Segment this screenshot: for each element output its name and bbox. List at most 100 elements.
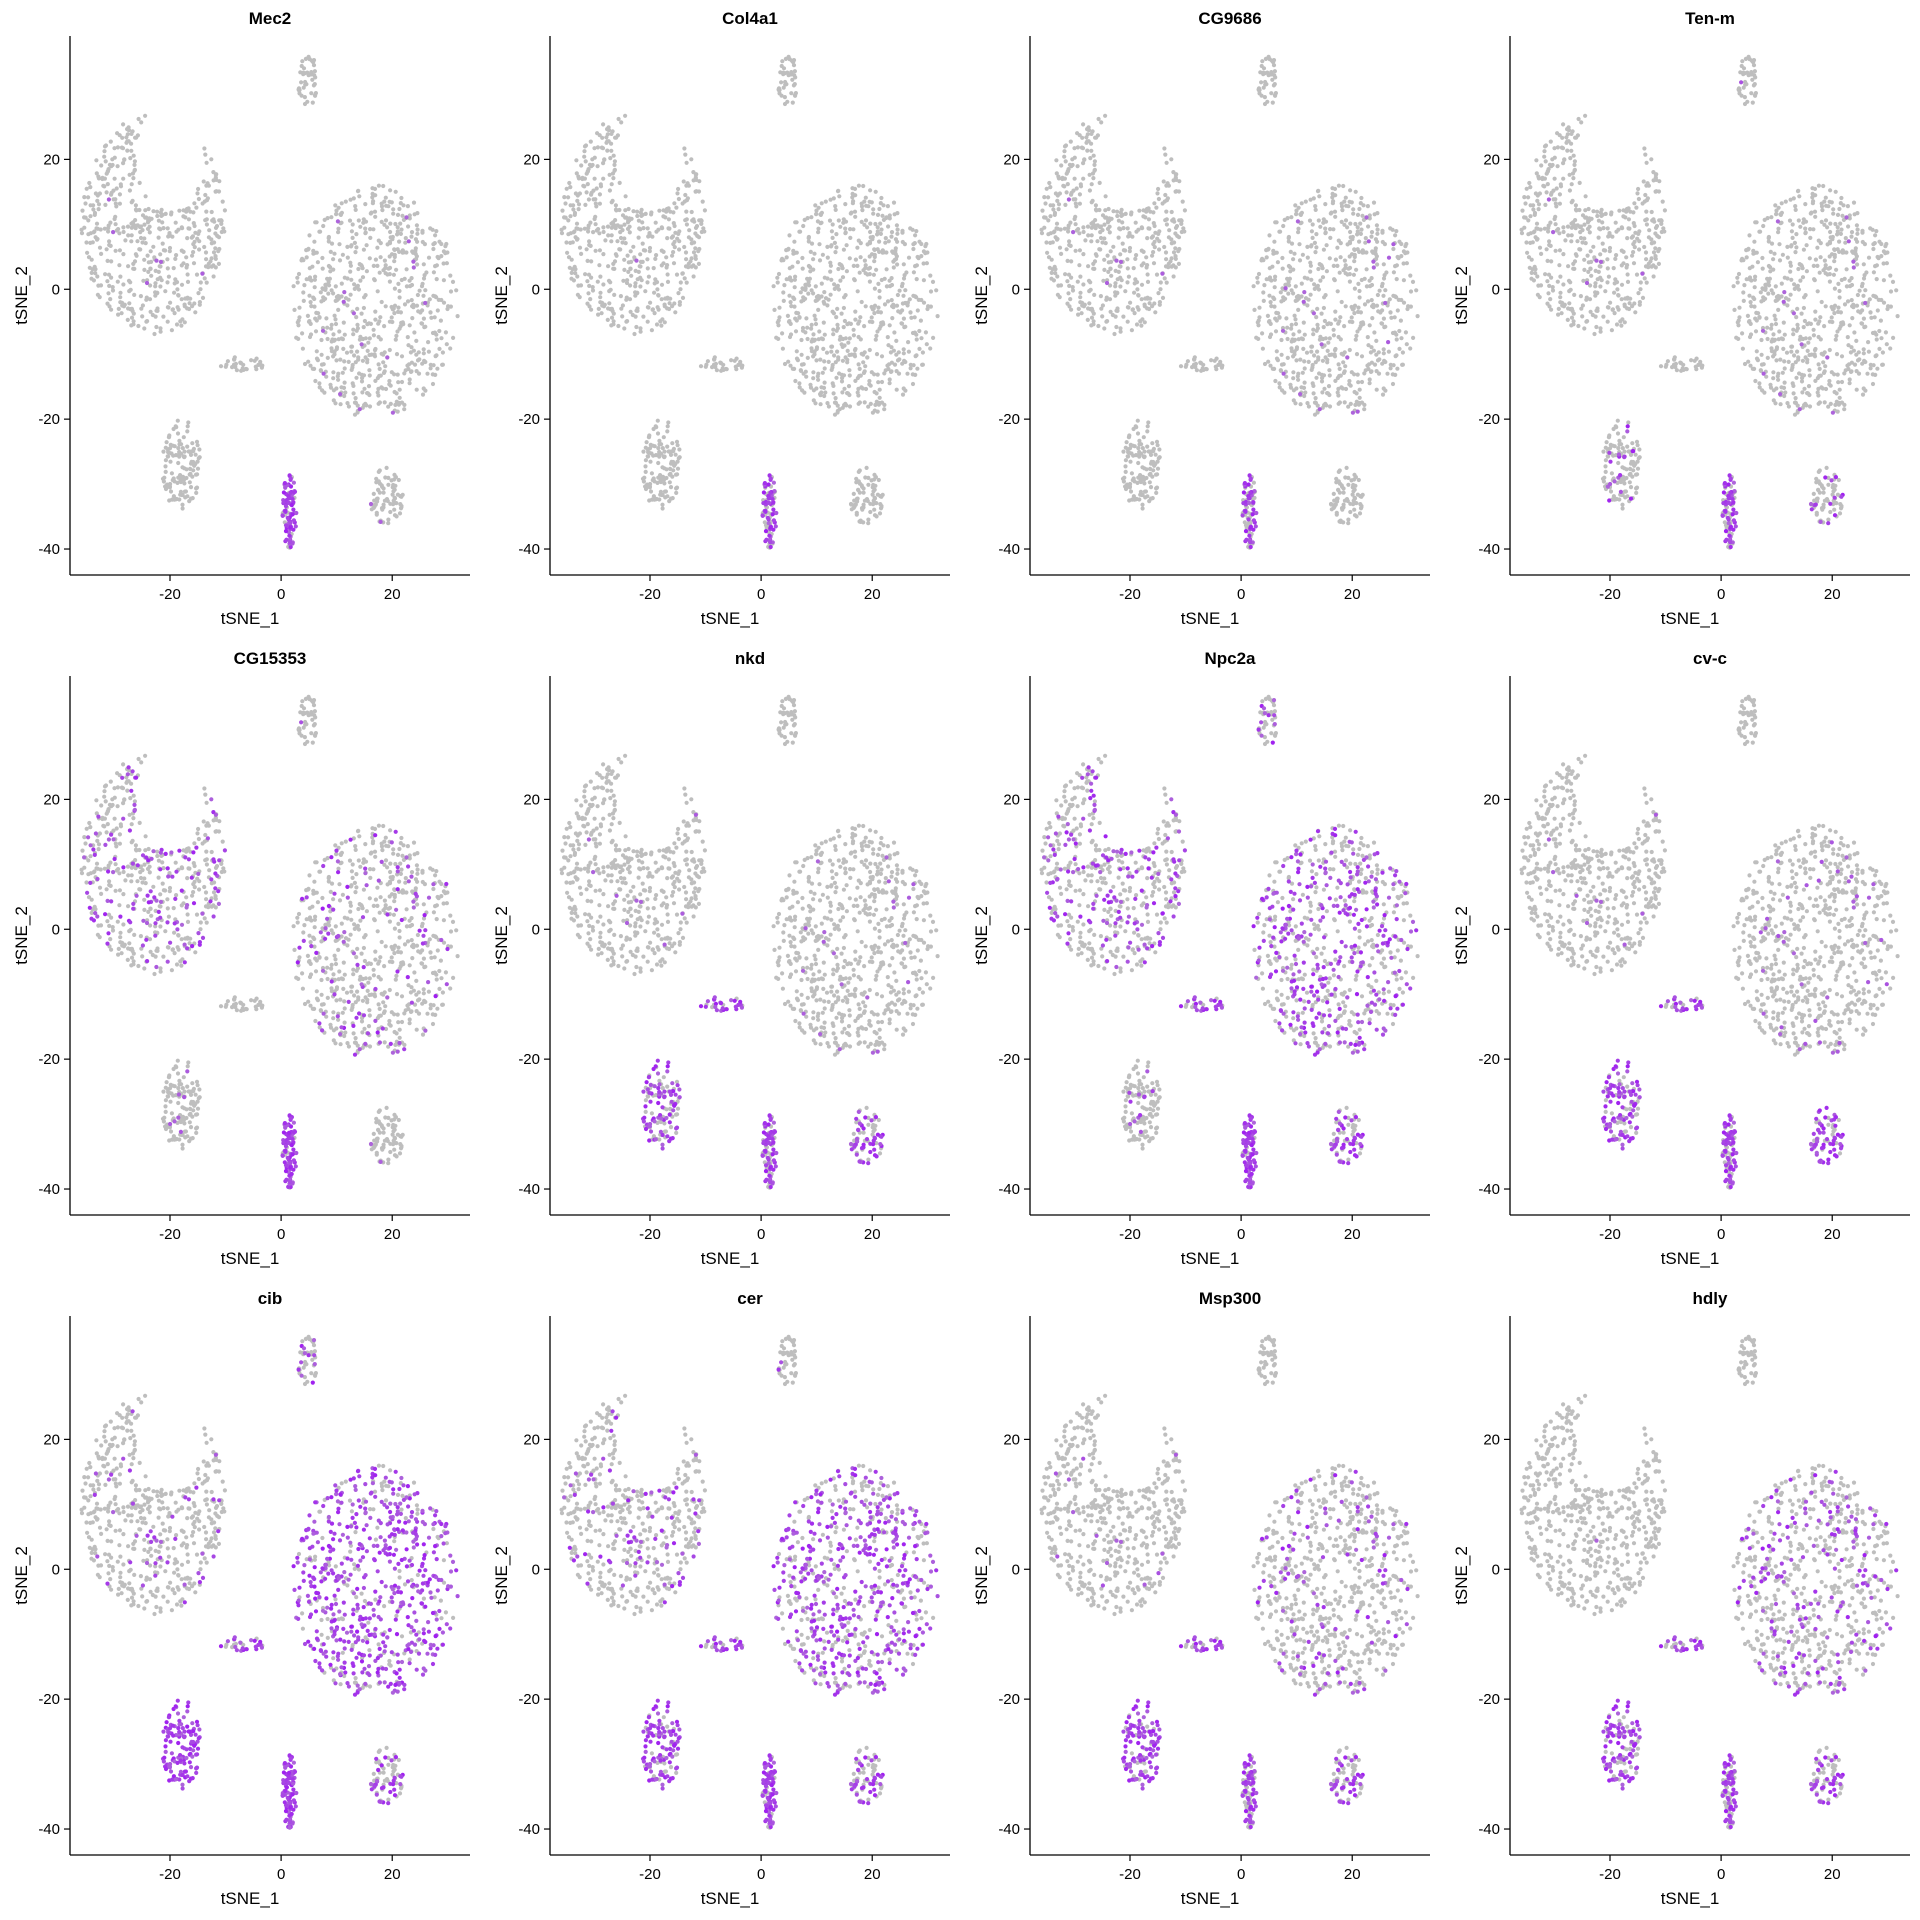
cell-point [924,342,929,347]
cell-point [1278,229,1283,234]
cell-point [230,365,235,370]
cell-point [854,476,859,481]
cell-point [623,113,628,118]
cell-point [671,250,676,255]
cell-point [351,196,356,201]
cell-point-expressing [359,342,364,347]
cell-point [853,257,858,262]
cell-point [787,293,792,298]
cell-point [817,258,823,263]
cell-point [1403,330,1408,335]
cell-point [1326,340,1331,345]
cell-point [1091,266,1096,271]
cell-point [1077,201,1082,206]
cell-point [667,449,672,454]
cell-point [701,226,706,231]
cell-point [784,255,789,260]
cell-point [1055,236,1060,242]
cell-point [841,373,847,378]
cell-point [115,145,120,150]
cell-point [440,362,445,367]
cell-point [676,456,681,461]
cell-point [912,315,917,320]
cell-point [893,251,898,256]
cell-point [1341,183,1346,189]
cell-point [1352,259,1357,264]
cell-point [1174,177,1179,182]
cell-point [1369,234,1374,239]
cell-point [411,200,417,205]
cell-point [577,245,583,250]
cell-point [659,248,664,253]
cell-point [786,73,791,78]
cell-point [1081,161,1086,166]
cell-point [1095,239,1100,244]
cell-point [98,283,104,288]
cell-point [197,447,202,452]
cell-point [1343,364,1348,369]
cell-point [354,315,359,320]
cell-point [1169,241,1174,246]
cell-point [185,236,190,241]
cell-point [1336,183,1341,188]
cell-point [360,275,366,280]
cell-point [387,279,392,284]
cell-point [1255,280,1260,285]
cell-point-expressing [1251,518,1256,523]
cell-point-expressing [771,518,776,523]
cell-point [600,300,605,305]
cell-point [1313,396,1318,401]
cell-point [303,79,308,85]
cell-point [1278,290,1283,295]
cell-point [363,336,368,341]
cell-point [421,351,426,356]
cell-point [1150,234,1155,239]
cell-point-expressing [767,533,772,538]
cell-point [911,363,916,368]
cell-point [856,487,861,492]
cell-point [337,258,343,263]
cell-point-expressing [1345,355,1350,360]
cell-point [386,482,391,487]
cell-point [395,372,400,377]
cell-point [885,335,890,340]
cell-point [175,431,181,436]
cell-point [1327,336,1332,341]
cell-point [355,403,360,408]
cell-point [878,324,883,329]
cell-point [853,193,858,198]
cell-point [891,200,897,205]
cell-point [185,429,190,434]
cell-point [173,424,178,429]
cell-point [147,224,152,229]
cell-point [816,296,821,301]
cell-point [183,296,188,301]
cell-point [829,243,834,248]
cell-point [834,375,839,380]
cell-point [807,283,812,288]
cell-point [1042,215,1047,220]
cell-point [610,220,616,225]
cell-point [628,309,633,314]
cell-point [902,325,907,330]
cell-point [345,401,350,406]
cell-point [197,247,202,252]
cell-point [884,284,889,289]
cell-point [399,277,404,283]
cell-point [329,215,334,220]
cell-point [381,490,386,495]
cell-point [1401,261,1406,266]
cell-point [1089,323,1094,328]
cell-point [1332,277,1337,282]
cell-point [1305,255,1310,260]
cell-point [91,207,96,212]
cell-point [693,254,698,259]
cell-point [185,279,191,284]
cell-point [308,300,313,305]
cell-point [1081,252,1086,257]
cell-point [819,336,824,341]
cell-point [1293,321,1299,327]
cell-point [593,214,598,219]
cell-point [674,439,680,444]
